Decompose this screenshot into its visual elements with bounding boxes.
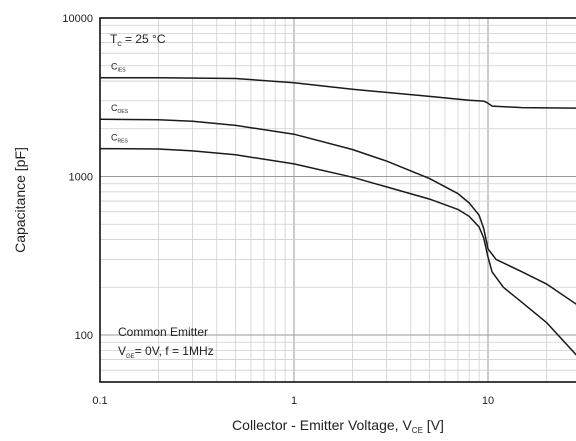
mode-annotation: Common Emitter VGE= 0V, f = 1MHz (118, 325, 214, 360)
series-line-oes (99, 118, 576, 305)
tc-annotation: TC = 25 °C (110, 32, 166, 48)
plot-frame (99, 17, 576, 383)
series-label-oes: COES (111, 103, 129, 115)
x-tick-label: 0.1 (92, 395, 107, 407)
grid-lines (100, 18, 576, 382)
curve-labels: CIES COES CRES (111, 62, 129, 145)
tc-sub: C (117, 42, 122, 48)
tc-main: T (110, 32, 118, 46)
x-tick-label: 10 (482, 395, 494, 407)
svg-text:VGE= 0V, f = 1MHz: VGE= 0V, f = 1MHz (118, 344, 214, 360)
y-tick-label: 1000 (69, 172, 93, 184)
x-axis-label-sub: CE (412, 426, 423, 435)
series-line-res (99, 147, 576, 356)
tc-tail: = 25 °C (122, 32, 166, 46)
x-axis-label-main: Collector - Emitter Voltage, V (232, 417, 412, 433)
y-tick-label: 10000 (62, 13, 93, 25)
mode-line-2-main: V (118, 344, 126, 358)
mode-line-1: Common Emitter (118, 325, 208, 339)
mode-line-2-tail: = 0V, f = 1MHz (135, 344, 214, 358)
x-axis-label: Collector - Emitter Voltage, VCE [V] (232, 417, 444, 435)
series-label-res: CRES (111, 133, 128, 145)
x-axis-label-tail: [V] (423, 417, 444, 433)
x-tick-label: 1 (291, 395, 297, 407)
series-line-ies (100, 76, 576, 109)
mode-line-2-sub: GE (126, 354, 135, 360)
series-label-ies: CIES (111, 62, 126, 74)
tick-labels: 0.1 1 10 100 1000 10000 (62, 13, 494, 407)
y-axis-label: Capacitance [pF] (12, 147, 28, 253)
y-tick-label: 100 (75, 330, 93, 342)
svg-text:TC = 25 °C: TC = 25 °C (110, 32, 166, 48)
curves (99, 76, 576, 356)
